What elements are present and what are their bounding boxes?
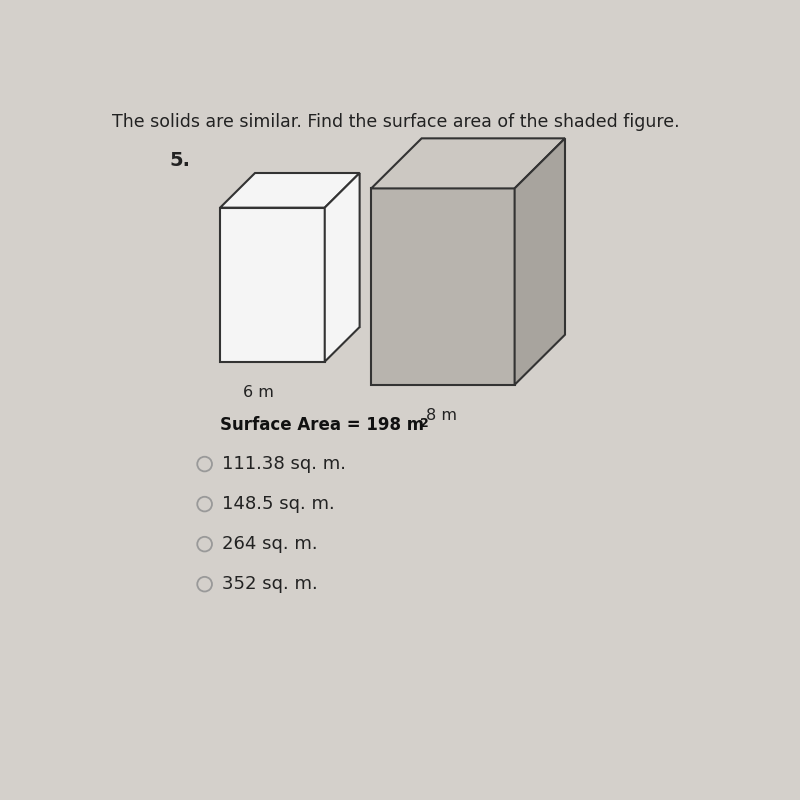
Polygon shape [371,138,565,188]
Text: 111.38 sq. m.: 111.38 sq. m. [222,455,346,473]
Text: The solids are similar. Find the surface area of the shaded figure.: The solids are similar. Find the surface… [112,113,680,131]
Text: 6 m: 6 m [243,385,274,400]
Polygon shape [371,188,514,385]
Polygon shape [220,173,360,208]
Polygon shape [220,208,325,362]
Text: 264 sq. m.: 264 sq. m. [222,535,318,553]
Text: 352 sq. m.: 352 sq. m. [222,575,318,593]
Text: 2: 2 [420,417,429,430]
Text: Surface Area = 198 m: Surface Area = 198 m [220,415,424,434]
Text: 8 m: 8 m [426,408,457,423]
Polygon shape [514,138,565,385]
Text: 5.: 5. [170,151,190,170]
Text: 148.5 sq. m.: 148.5 sq. m. [222,495,334,513]
Polygon shape [325,173,360,362]
